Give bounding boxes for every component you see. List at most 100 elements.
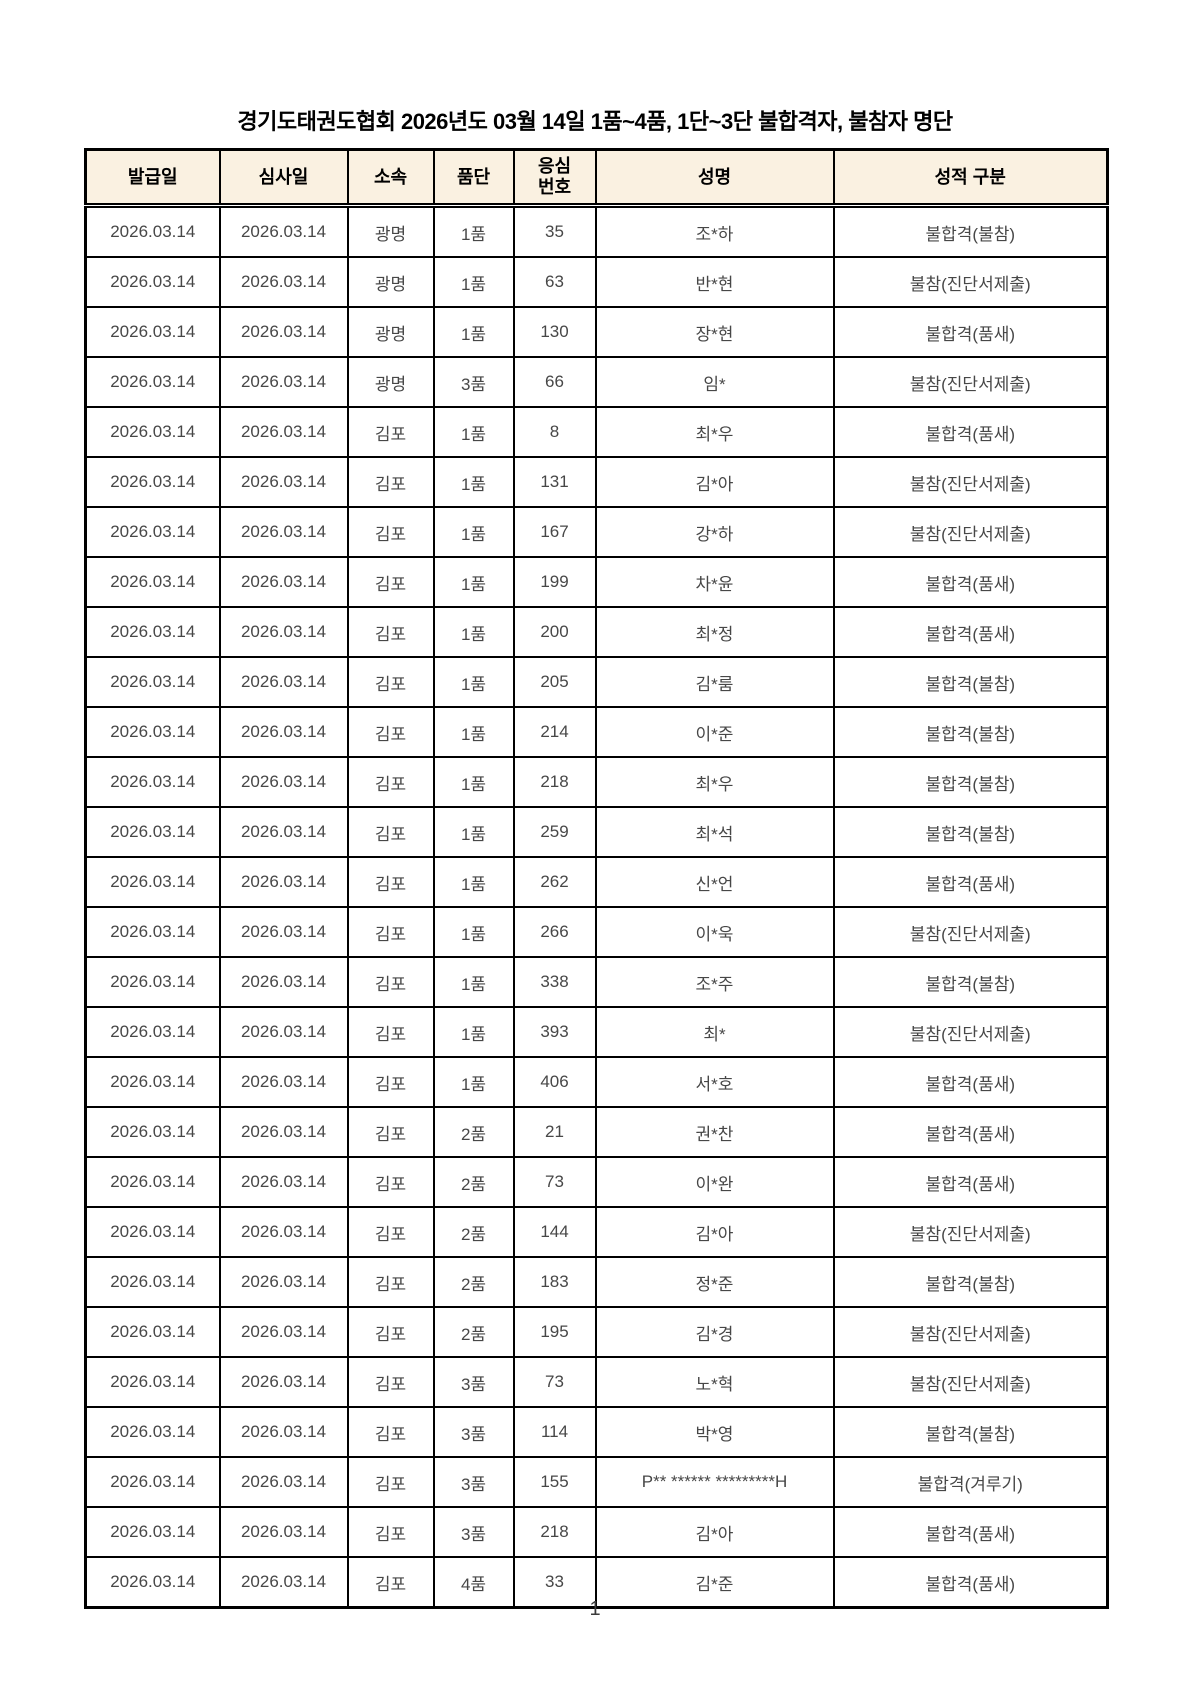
table-cell: 박*영: [594, 1406, 835, 1458]
table-cell: 불합격(품새): [832, 1556, 1109, 1609]
table-cell: 광명: [346, 256, 435, 308]
table-cell: 2026.03.14: [218, 606, 349, 658]
table-cell: 강*하: [594, 506, 835, 558]
table-cell: 2026.03.14: [218, 1256, 349, 1308]
table-cell: 21: [512, 1106, 597, 1158]
table-cell: 불참(진단서제출): [832, 1356, 1109, 1408]
table-cell: 2026.03.14: [84, 356, 221, 408]
table-row: 2026.03.14 2026.03.14 김포 1품 393 최* 불참(진단서제출): [84, 1006, 1109, 1058]
table-cell: 조*주: [594, 956, 835, 1008]
table-cell: 김포: [346, 1306, 435, 1358]
table-cell: 2026.03.14: [84, 756, 221, 808]
table-cell: 불합격(품새): [832, 1156, 1109, 1208]
table-cell: 신*언: [594, 856, 835, 908]
table-row: 2026.03.14 2026.03.14 김포 2품 195 김*경 불참(진단서제출): [84, 1306, 1109, 1358]
table-cell: 2품: [432, 1306, 515, 1358]
table-cell: 3품: [432, 1456, 515, 1508]
table-cell: 1품: [432, 906, 515, 958]
table-cell: 1품: [432, 456, 515, 508]
table-cell: 3품: [432, 1506, 515, 1558]
table-cell: 73: [512, 1356, 597, 1408]
table-cell: 김포: [346, 856, 435, 908]
table-cell: P** ****** *********H: [594, 1456, 835, 1508]
table-cell: 정*준: [594, 1256, 835, 1308]
table-cell: 불합격(불참): [832, 956, 1109, 1008]
table-cell: 2품: [432, 1106, 515, 1158]
table-cell: 김포: [346, 656, 435, 708]
table-cell: 차*윤: [594, 556, 835, 608]
header-pum-dan: 품단: [432, 148, 515, 208]
table-cell: 광명: [346, 204, 435, 258]
table-cell: 33: [512, 1556, 597, 1609]
table-cell: 김포: [346, 956, 435, 1008]
table-cell: 2026.03.14: [84, 1256, 221, 1308]
table-cell: 김포: [346, 556, 435, 608]
table-cell: 155: [512, 1456, 597, 1508]
table-cell: 2026.03.14: [218, 706, 349, 758]
table-cell: 불합격(불참): [832, 656, 1109, 708]
table-cell: 김*경: [594, 1306, 835, 1358]
table-cell: 1품: [432, 406, 515, 458]
table-cell: 2026.03.14: [84, 506, 221, 558]
table-cell: 2026.03.14: [218, 1156, 349, 1208]
table-cell: 김포: [346, 1006, 435, 1058]
table-row: 2026.03.14 2026.03.14 광명 1품 35 조*하 불합격(불참): [84, 204, 1109, 258]
table-cell: 2026.03.14: [84, 956, 221, 1008]
table-cell: 2026.03.14: [84, 1006, 221, 1058]
table-cell: 2026.03.14: [218, 1306, 349, 1358]
page-number: 1: [589, 1598, 601, 1620]
table-cell: 66: [512, 356, 597, 408]
table-cell: 1품: [432, 256, 515, 308]
table-cell: 2026.03.14: [218, 1206, 349, 1258]
table-cell: 불합격(품새): [832, 1106, 1109, 1158]
table-cell: 218: [512, 1506, 597, 1558]
table-body: 2026.03.14 2026.03.14 광명 1품 35 조*하 불합격(불참) 2026…: [84, 204, 1109, 1609]
table-cell: 2026.03.14: [84, 204, 221, 258]
table-cell: 불합격(불참): [832, 204, 1109, 258]
table-cell: 불참(진단서제출): [832, 256, 1109, 308]
table-cell: 광명: [346, 306, 435, 358]
table-cell: 김*준: [594, 1556, 835, 1609]
header-exam-date: 심사일: [218, 148, 349, 208]
table-row: 2026.03.14 2026.03.14 김포 2품 21 권*찬 불합격(품새): [84, 1106, 1109, 1158]
table-cell: 김포: [346, 1506, 435, 1558]
table-cell: 2품: [432, 1156, 515, 1208]
table-cell: 노*혁: [594, 1356, 835, 1408]
table-cell: 338: [512, 956, 597, 1008]
table-cell: 불참(진단서제출): [832, 356, 1109, 408]
table-cell: 63: [512, 256, 597, 308]
table-cell: 2026.03.14: [84, 706, 221, 758]
table-cell: 김포: [346, 1106, 435, 1158]
table-row: 2026.03.14 2026.03.14 김포 1품 259 최*석 불합격(불참): [84, 806, 1109, 858]
table-cell: 8: [512, 406, 597, 458]
table-cell: 김포: [346, 906, 435, 958]
table-cell: 1품: [432, 306, 515, 358]
table-cell: 2026.03.14: [218, 1106, 349, 1158]
table-cell: 불참(진단서제출): [832, 1006, 1109, 1058]
table-row: 2026.03.14 2026.03.14 김포 1품 406 서*호 불합격(품새): [84, 1056, 1109, 1108]
table-cell: 최*우: [594, 756, 835, 808]
table-cell: 2026.03.14: [84, 1556, 221, 1609]
table-cell: 2026.03.14: [218, 756, 349, 808]
table-cell: 권*찬: [594, 1106, 835, 1158]
table-cell: 반*현: [594, 256, 835, 308]
table-header-row: 발급일 심사일 소속 품단 응심 번호 성명 성적 구분: [84, 148, 1109, 208]
table-cell: 2026.03.14: [84, 906, 221, 958]
table-cell: 3품: [432, 1356, 515, 1408]
table-cell: 2026.03.14: [218, 406, 349, 458]
table-cell: 김포: [346, 756, 435, 808]
table-cell: 불합격(품새): [832, 406, 1109, 458]
table-cell: 2품: [432, 1206, 515, 1258]
table-cell: 김포: [346, 706, 435, 758]
table-cell: 불참(진단서제출): [832, 906, 1109, 958]
table-cell: 406: [512, 1056, 597, 1108]
table-cell: 2026.03.14: [84, 1306, 221, 1358]
table-cell: 2026.03.14: [84, 1156, 221, 1208]
table-cell: 2026.03.14: [218, 556, 349, 608]
table-cell: 최*우: [594, 406, 835, 458]
table-cell: 2026.03.14: [218, 1406, 349, 1458]
table-row: 2026.03.14 2026.03.14 김포 2품 73 이*완 불합격(품새): [84, 1156, 1109, 1208]
table-cell: 2026.03.14: [218, 856, 349, 908]
table-row: 2026.03.14 2026.03.14 광명 1품 63 반*현 불참(진단서제출): [84, 256, 1109, 308]
table-cell: 1품: [432, 556, 515, 608]
